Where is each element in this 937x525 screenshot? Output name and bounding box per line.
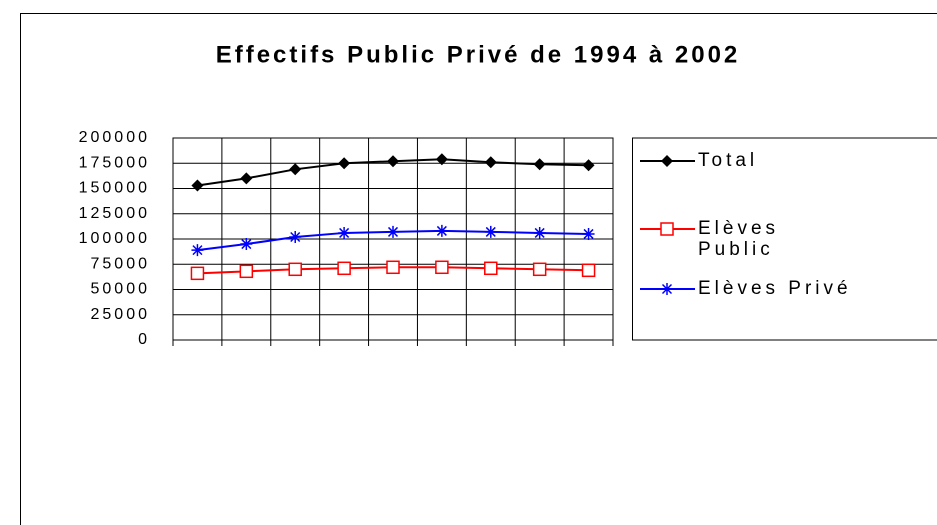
point — [386, 260, 400, 275]
point — [289, 163, 302, 176]
y-tick-label: 125000 — [79, 205, 150, 222]
point — [289, 230, 302, 243]
point — [191, 244, 204, 257]
point — [582, 159, 595, 172]
point — [533, 226, 546, 239]
point — [435, 224, 448, 237]
y-tick-label: 25000 — [91, 306, 151, 323]
point — [661, 155, 673, 167]
point — [533, 158, 546, 171]
point — [660, 222, 674, 236]
point — [338, 157, 351, 170]
point — [484, 261, 498, 276]
point — [190, 266, 205, 281]
point — [581, 263, 596, 278]
point — [484, 156, 497, 169]
y-tick-label: 50000 — [91, 281, 151, 298]
point — [484, 225, 497, 238]
point — [240, 238, 253, 251]
point — [240, 172, 253, 185]
point — [337, 261, 351, 276]
y-tick-label: 0 — [138, 331, 150, 348]
y-tick-label: 75000 — [91, 255, 151, 272]
y-tick-label: 175000 — [79, 154, 150, 171]
legend-label: Elèves Public — [698, 218, 780, 260]
point — [387, 155, 399, 168]
y-tick-label: 150000 — [79, 180, 150, 197]
point — [239, 264, 254, 279]
y-tick-label: 200000 — [79, 129, 150, 146]
legend-box — [632, 137, 937, 341]
point — [435, 260, 449, 275]
point — [338, 226, 351, 239]
point — [288, 262, 302, 277]
legend-label: Total — [698, 150, 759, 171]
point — [435, 153, 448, 166]
point — [387, 225, 399, 238]
chart-border — [20, 13, 937, 525]
point — [532, 262, 547, 277]
point — [191, 179, 204, 192]
point — [582, 227, 595, 240]
point — [661, 283, 673, 295]
chart-title: Effectifs Public Privé de 1994 à 2002 — [216, 41, 741, 68]
y-tick-label: 100000 — [79, 230, 150, 247]
legend-label: Elèves Privé — [698, 278, 852, 299]
